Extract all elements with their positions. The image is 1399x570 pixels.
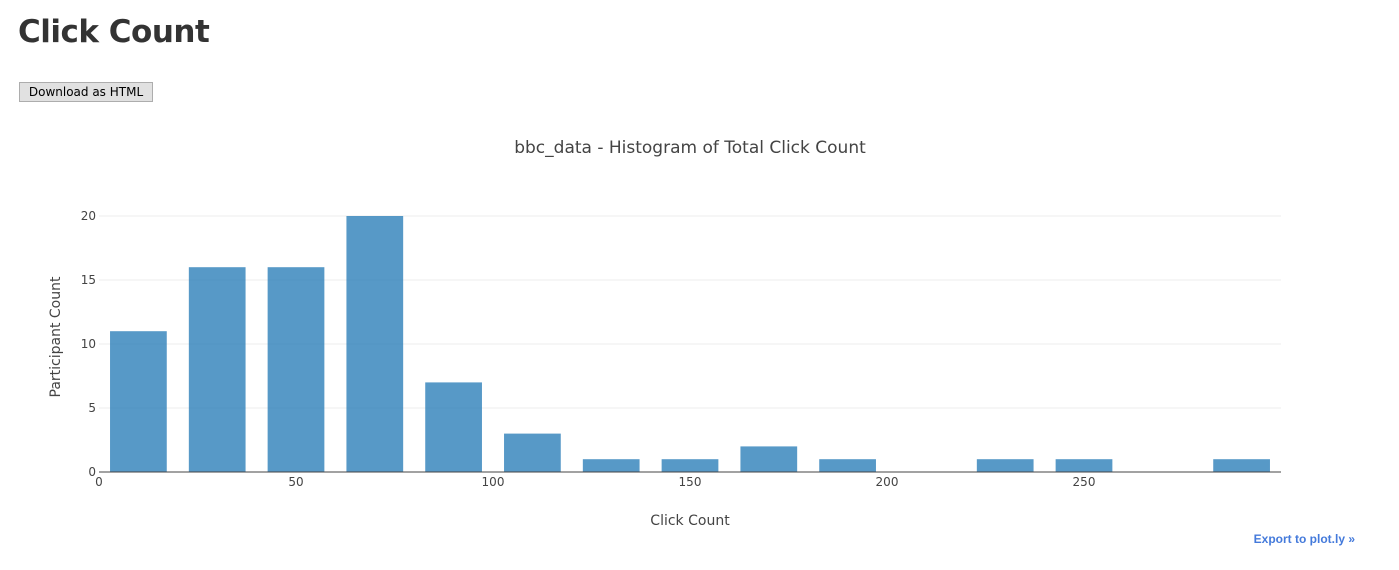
histogram-bar — [661, 459, 719, 472]
histogram-bar — [346, 216, 404, 472]
histogram-bar — [425, 382, 482, 472]
x-tick-label: 0 — [95, 475, 103, 489]
histogram-bar — [110, 331, 167, 472]
x-tick-label: 50 — [288, 475, 303, 489]
x-axis-title: Click Count — [650, 513, 730, 529]
y-tick-label: 0 — [88, 465, 96, 479]
histogram-bar — [267, 267, 325, 472]
histogram-bar — [188, 267, 246, 472]
histogram-bar — [819, 459, 876, 472]
x-tick-label: 250 — [1073, 475, 1096, 489]
page-title: Click Count — [18, 14, 210, 50]
histogram-bar — [740, 446, 798, 472]
histogram-bar — [1213, 459, 1270, 472]
histogram-bar — [504, 433, 561, 472]
download-html-button[interactable]: Download as HTML — [19, 82, 153, 102]
x-tick-label: 100 — [482, 475, 505, 489]
y-tick-label: 5 — [88, 401, 96, 415]
histogram-bar — [582, 459, 640, 472]
bars — [110, 216, 1270, 472]
y-tick-label: 15 — [81, 273, 96, 287]
y-tick-label: 20 — [81, 209, 96, 223]
y-axis-title: Participant Count — [48, 276, 64, 397]
export-to-plotly-link[interactable]: Export to plot.ly » — [1253, 532, 1355, 546]
histogram-bar — [1055, 459, 1113, 472]
chart-title: bbc_data - Histogram of Total Click Coun… — [514, 138, 866, 158]
x-tick-label: 200 — [876, 475, 899, 489]
histogram-bar — [976, 459, 1034, 472]
x-tick-label: 150 — [679, 475, 702, 489]
y-tick-label: 10 — [81, 337, 96, 351]
